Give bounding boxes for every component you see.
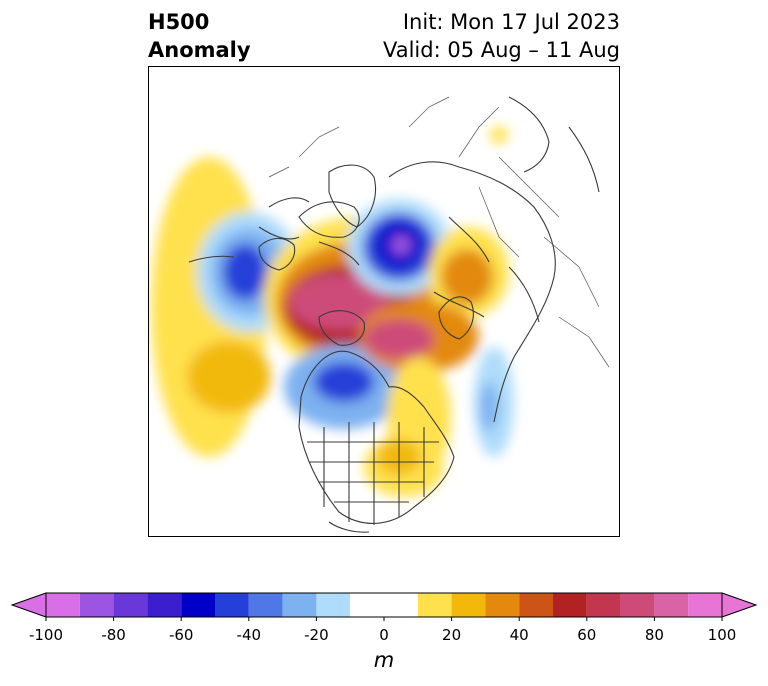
anomaly-kara-peak <box>391 235 411 255</box>
colorbar-tick-label: -40 <box>236 626 262 644</box>
colorbar-tick-marks <box>45 617 723 621</box>
colorbar-segment <box>79 593 114 617</box>
map-canvas <box>151 96 610 533</box>
valid-range: Valid: 05 Aug – 11 Aug <box>382 38 620 62</box>
colorbar-segment <box>417 593 452 617</box>
anomaly-siberia-core <box>480 382 498 432</box>
colorbar-tick-label: -100 <box>28 626 64 644</box>
anomaly-gulf-alaska-core <box>223 244 267 300</box>
colorbar-segment <box>553 593 587 617</box>
colorbar-segment <box>586 593 621 617</box>
anomaly-west-siberia <box>490 126 508 144</box>
colorbar-over-arrow <box>721 592 758 618</box>
colorbar-tick-label: 60 <box>577 626 597 644</box>
colorbar-under-arrow <box>10 592 47 618</box>
colorbar-segments <box>46 593 722 617</box>
anomaly-hudson-core <box>289 274 389 330</box>
colorbar-segment <box>113 593 148 617</box>
colorbar-tick-labels: -100 -80 -60 -40 -20 0 20 40 60 80 100 <box>0 626 768 646</box>
anomaly-north-pacific-core <box>187 341 271 413</box>
colorbar-segment <box>282 593 317 617</box>
colorbar-tick-label: 80 <box>644 626 664 644</box>
colorbar-outline <box>45 592 723 618</box>
colorbar-segment <box>654 593 689 617</box>
colorbar-tick-label: 0 <box>379 626 389 644</box>
colorbar-segment <box>46 593 80 617</box>
colorbar-unit-label: m <box>373 648 395 672</box>
colorbar-tick-label: 20 <box>442 626 462 644</box>
colorbar-segment <box>147 593 182 617</box>
title-block-left: H500 Anomaly <box>148 8 251 64</box>
anomaly-map <box>148 66 620 537</box>
colorbar <box>10 592 758 621</box>
colorbar-tick-label: -20 <box>304 626 329 644</box>
colorbar-segment <box>350 593 418 617</box>
coastlines <box>188 96 600 533</box>
variable-title: H500 <box>148 10 210 34</box>
colorbar-segment <box>519 593 553 617</box>
colorbar-tick-label: 100 <box>707 626 737 644</box>
colorbar-segment <box>688 593 722 617</box>
anomaly-central-canada-core <box>314 362 374 402</box>
colorbar-segment <box>181 593 215 617</box>
colorbar-segment <box>451 593 486 617</box>
colorbar-tick-label: -60 <box>168 626 194 644</box>
colorbar-segment <box>620 593 655 617</box>
colorbar-segment <box>316 593 351 617</box>
country-borders <box>268 96 610 368</box>
colorbar-segment <box>248 593 283 617</box>
colorbar-segment <box>215 593 249 617</box>
colorbar-tick-label: 40 <box>509 626 529 644</box>
anomaly-scandinavia-core <box>441 249 493 305</box>
anomaly-greenland-core <box>364 319 434 359</box>
title-block-right: Init: Mon 17 Jul 2023 Valid: 05 Aug – 11… <box>383 8 620 64</box>
init-date: Init: Mon 17 Jul 2023 <box>402 10 620 34</box>
colorbar-segment <box>485 593 520 617</box>
colorbar-tick-label: -80 <box>101 626 126 644</box>
anomaly-fields <box>151 126 514 497</box>
field-title: Anomaly <box>148 38 251 62</box>
